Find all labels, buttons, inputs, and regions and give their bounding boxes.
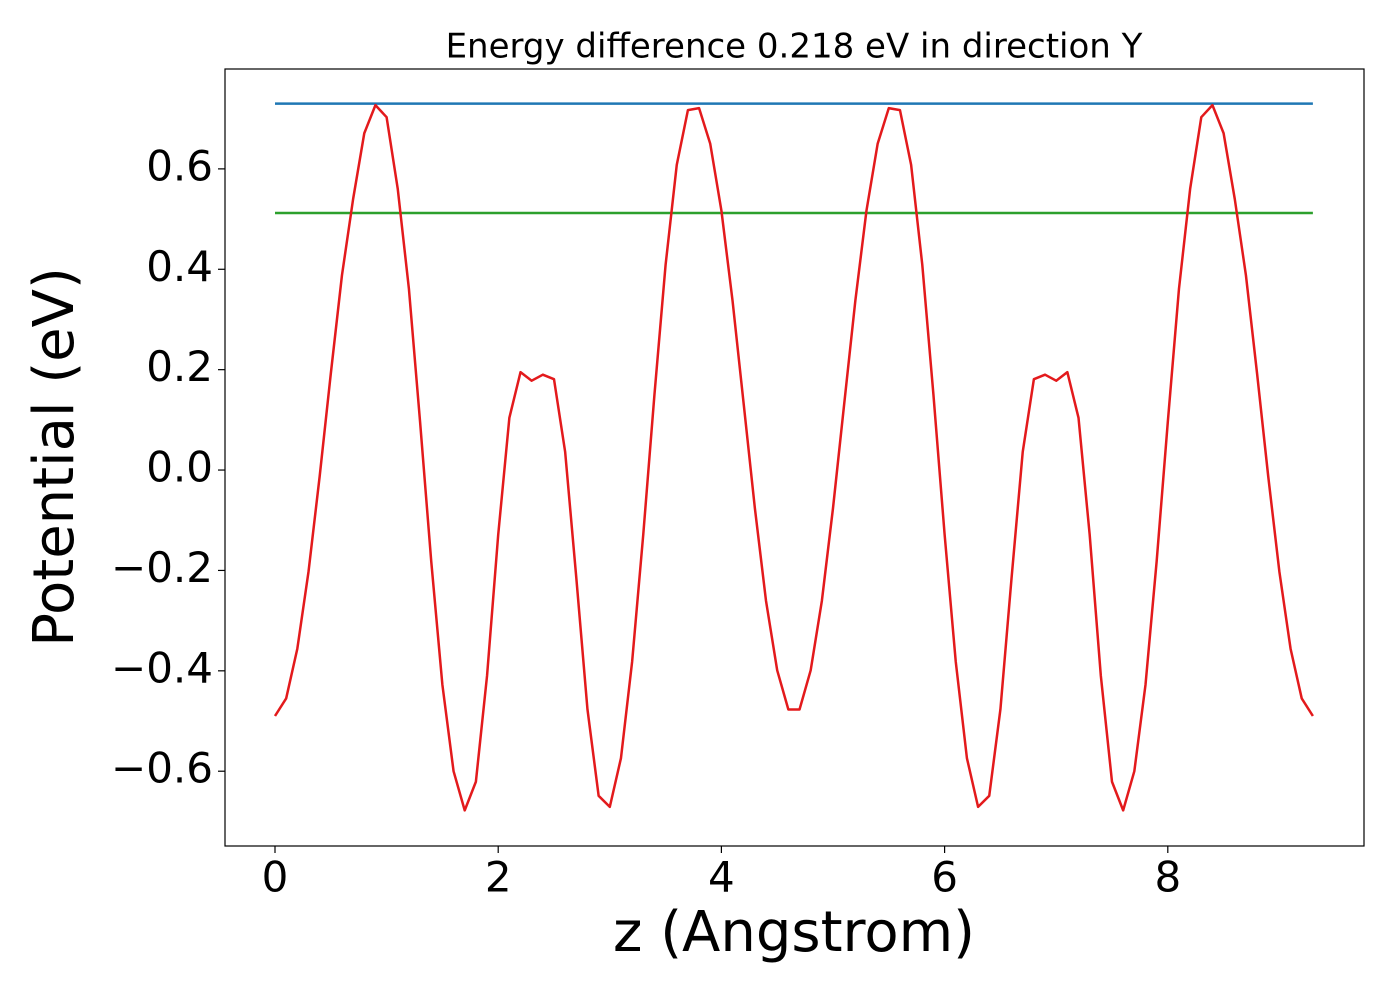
y-tick-label: 0.0 xyxy=(146,443,213,492)
y-tick-label: 0.6 xyxy=(146,141,213,190)
y-tick-label: 0.4 xyxy=(146,242,213,291)
x-tick-label: 4 xyxy=(708,853,735,902)
x-tick-label: 8 xyxy=(1154,853,1181,902)
x-axis-label: z (Angstrom) xyxy=(613,900,975,965)
y-tick-label: −0.4 xyxy=(111,643,213,692)
data-line xyxy=(273,103,1314,812)
y-axis-label: Potential (eV) xyxy=(22,267,87,647)
y-tick-label: 0.2 xyxy=(146,342,213,391)
x-tick-label: 2 xyxy=(485,853,512,902)
chart-title: Energy difference 0.218 eV in direction … xyxy=(446,27,1143,67)
x-tick-label: 6 xyxy=(931,853,958,902)
y-tick-label: −0.2 xyxy=(111,543,213,592)
plot-frame xyxy=(224,68,1365,847)
y-tick-label: −0.6 xyxy=(111,744,213,793)
x-tick-label: 0 xyxy=(262,853,289,902)
